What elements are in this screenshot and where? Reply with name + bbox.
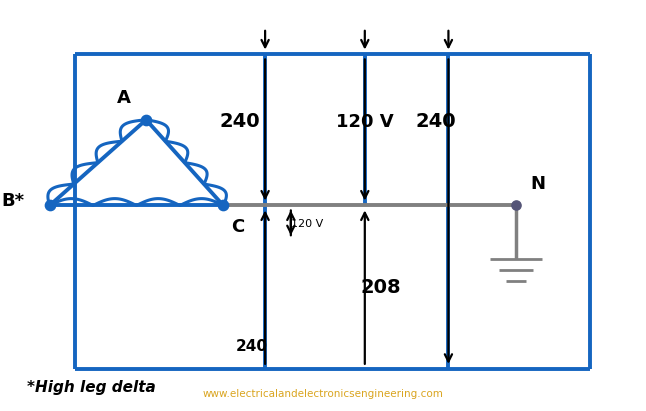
Text: 240: 240: [219, 112, 260, 131]
Point: [45, 202, 55, 209]
Text: 120 V: 120 V: [336, 113, 393, 131]
Text: 240: 240: [415, 112, 456, 131]
Text: 240: 240: [236, 339, 268, 354]
Point: [218, 202, 229, 209]
Text: 120 V: 120 V: [291, 219, 323, 229]
Text: 208: 208: [360, 278, 401, 297]
Point: [511, 202, 521, 209]
Text: *High leg delta: *High leg delta: [27, 380, 156, 395]
Text: www.electricalandelectronicsengineering.com: www.electricalandelectronicsengineering.…: [203, 389, 443, 399]
Text: N: N: [530, 175, 545, 193]
Text: C: C: [231, 218, 244, 236]
Text: A: A: [117, 90, 131, 107]
Text: B*: B*: [1, 192, 25, 210]
Point: [141, 116, 151, 123]
